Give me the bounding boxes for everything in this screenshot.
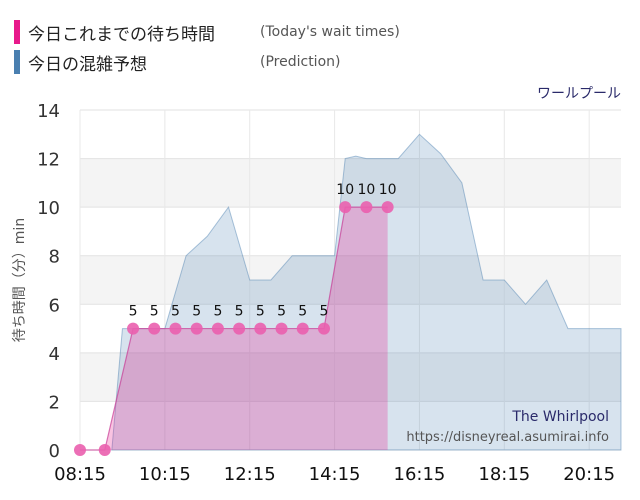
data-label: 5 — [256, 304, 265, 320]
data-label: 5 — [235, 304, 244, 320]
x-tick-label: 12:15 — [224, 464, 276, 485]
annotation-attraction-name: The Whirlpool — [511, 409, 609, 425]
today-area — [80, 207, 388, 450]
grid-band — [80, 207, 621, 256]
chart-title: ワールプール — [537, 86, 621, 102]
today-point — [296, 322, 309, 335]
y-tick-label: 12 — [37, 150, 60, 171]
y-tick-label: 0 — [49, 441, 60, 462]
plot-area — [80, 110, 621, 450]
today-point — [74, 444, 86, 456]
today-point — [317, 322, 330, 335]
today-point — [98, 444, 111, 456]
x-tick-label: 20:15 — [563, 464, 615, 485]
prediction-area — [111, 133, 622, 451]
today-point — [127, 322, 140, 335]
grid-band — [80, 110, 621, 159]
x-tick-label: 18:15 — [478, 464, 530, 485]
data-label: 5 — [320, 304, 329, 320]
today-point — [254, 322, 267, 335]
x-tick-label: 10:15 — [139, 464, 191, 485]
data-label: 5 — [171, 304, 180, 320]
today-point — [360, 201, 373, 214]
annotation-source-url: https://disneyreal.asumirai.info — [406, 430, 609, 445]
y-tick-label: 8 — [49, 247, 60, 268]
today-point — [190, 322, 203, 335]
data-label: 10 — [379, 182, 397, 198]
data-label: 5 — [192, 304, 201, 320]
data-label: 5 — [277, 304, 286, 320]
legend-swatch-today — [14, 20, 20, 44]
data-label: 5 — [213, 304, 222, 320]
data-label: 5 — [298, 304, 307, 320]
data-label: 10 — [336, 182, 354, 198]
today-point — [275, 322, 288, 335]
legend-label-today: 今日これまでの待ち時間 — [28, 25, 215, 45]
x-tick-label: 14:15 — [309, 464, 361, 485]
legend-swatch-prediction — [14, 50, 20, 74]
grid-band — [80, 401, 621, 450]
x-tick-label: 08:15 — [54, 464, 106, 485]
y-tick-label: 2 — [49, 392, 60, 413]
today-point — [339, 201, 352, 214]
y-tick-label: 10 — [37, 198, 60, 219]
y-axis-label: 待ち時間（分）min — [12, 218, 28, 342]
y-tick-label: 6 — [49, 295, 60, 316]
y-tick-label: 14 — [37, 101, 60, 122]
legend-sub-today: (Today's wait times) — [260, 24, 400, 40]
data-label: 10 — [357, 182, 375, 198]
legend-sub-prediction: (Prediction) — [260, 54, 341, 70]
data-label: 5 — [150, 304, 159, 320]
today-point — [148, 322, 161, 335]
y-tick-label: 4 — [49, 344, 60, 365]
x-tick-label: 16:15 — [394, 464, 446, 485]
today-point — [211, 322, 224, 335]
legend-label-prediction: 今日の混雑予想 — [28, 55, 147, 75]
today-point — [169, 322, 182, 335]
today-point — [381, 201, 394, 214]
data-label: 5 — [129, 304, 138, 320]
today-point — [233, 322, 246, 335]
